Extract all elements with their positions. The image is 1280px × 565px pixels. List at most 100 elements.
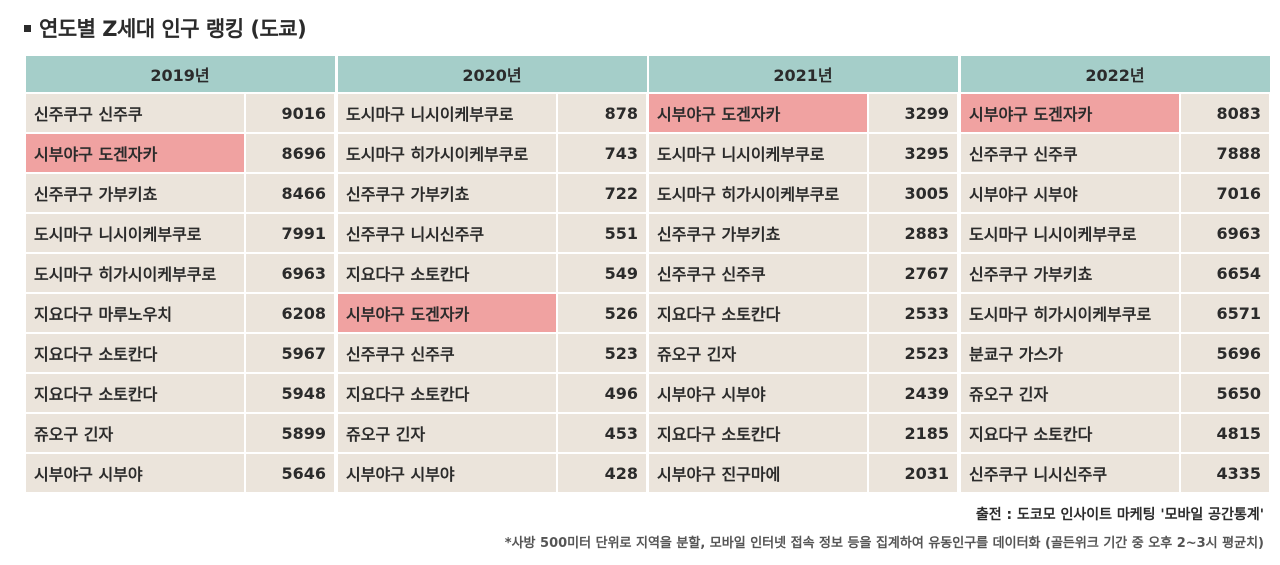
area-cell: 도시마구 니시이케부쿠로 xyxy=(24,212,246,254)
table-row: 쥬오구 긴자 5650 xyxy=(959,372,1272,414)
area-cell: 신주쿠구 가부키쵸 xyxy=(959,252,1181,294)
table-row: 시부야구 도겐자카 526 xyxy=(336,292,649,334)
table-row: 시부야구 시부야 2439 xyxy=(647,372,960,414)
table-row: 지요다구 소토칸다 5948 xyxy=(24,372,337,414)
value-cell: 2883 xyxy=(866,212,960,254)
table-row: 쥬오구 긴자 5899 xyxy=(24,412,337,454)
table-row: 지요다구 소토칸다 2533 xyxy=(647,292,960,334)
table-row: 지요다구 소토칸다 496 xyxy=(336,372,649,414)
table-row: 신주쿠구 신주쿠 2767 xyxy=(647,252,960,294)
value-cell: 496 xyxy=(555,372,649,414)
area-cell: 지요다구 소토칸다 xyxy=(336,252,558,294)
area-cell: 분쿄구 가스가 xyxy=(959,332,1181,374)
area-cell: 시부야구 시부야 xyxy=(647,372,869,414)
table-row: 지요다구 소토칸다 5967 xyxy=(24,332,337,374)
year-header: 2020년 xyxy=(336,55,648,94)
area-cell: 신주쿠구 가부키쵸 xyxy=(336,172,558,214)
area-cell: 신주쿠구 신주쿠 xyxy=(24,92,246,134)
value-cell: 6571 xyxy=(1178,292,1272,334)
area-cell-highlight: 시부야구 도겐자카 xyxy=(24,132,246,174)
table-row: 신주쿠구 신주쿠 7888 xyxy=(959,132,1272,174)
table-row: 지요다구 소토칸다 549 xyxy=(336,252,649,294)
area-cell: 지요다구 소토칸다 xyxy=(647,412,869,454)
year-table-2020: 2020년 도시마구 니시이케부쿠로 878 도시마구 히가시이케부쿠로 743 신… xyxy=(336,55,649,494)
area-cell-highlight: 시부야구 도겐자카 xyxy=(959,92,1181,134)
area-cell: 쥬오구 긴자 xyxy=(959,372,1181,414)
value-cell: 6654 xyxy=(1178,252,1272,294)
year-header: 2022년 xyxy=(959,55,1271,94)
value-cell: 743 xyxy=(555,132,649,174)
title-row: 연도별 Z세대 인구 랭킹 (도쿄) xyxy=(24,13,307,43)
value-cell: 5899 xyxy=(243,412,337,454)
table-row: 지요다구 소토칸다 2185 xyxy=(647,412,960,454)
table-row: 도시마구 니시이케부쿠로 878 xyxy=(336,92,649,134)
area-cell: 도시마구 히가시이케부쿠로 xyxy=(24,252,246,294)
area-cell: 쥬오구 긴자 xyxy=(647,332,869,374)
table-row: 신주쿠구 가부키쵸 2883 xyxy=(647,212,960,254)
area-cell: 도시마구 니시이케부쿠로 xyxy=(336,92,558,134)
area-cell: 도시마구 히가시이케부쿠로 xyxy=(336,132,558,174)
year-table-2021: 2021년 시부야구 도겐자카 3299 도시마구 니시이케부쿠로 3295 도시마… xyxy=(647,55,960,494)
value-cell: 5696 xyxy=(1178,332,1272,374)
table-row: 쥬오구 긴자 453 xyxy=(336,412,649,454)
area-cell: 시부야구 시부야 xyxy=(336,452,558,494)
value-cell: 8083 xyxy=(1178,92,1272,134)
table-row: 지요다구 소토칸다 4815 xyxy=(959,412,1272,454)
value-cell: 4335 xyxy=(1178,452,1272,494)
area-cell: 신주쿠구 니시신주쿠 xyxy=(336,212,558,254)
area-cell: 신주쿠구 신주쿠 xyxy=(336,332,558,374)
value-cell: 7991 xyxy=(243,212,337,254)
value-cell: 4815 xyxy=(1178,412,1272,454)
table-row: 시부야구 진구마에 2031 xyxy=(647,452,960,494)
year-table-2022: 2022년 시부야구 도겐자카 8083 신주쿠구 신주쿠 7888 시부야구 시부… xyxy=(959,55,1272,494)
value-cell: 878 xyxy=(555,92,649,134)
value-cell: 2439 xyxy=(866,372,960,414)
area-cell-highlight: 시부야구 도겐자카 xyxy=(647,92,869,134)
area-cell: 신주쿠구 신주쿠 xyxy=(959,132,1181,174)
year-header: 2019년 xyxy=(24,55,336,94)
area-cell: 쥬오구 긴자 xyxy=(24,412,246,454)
title-bullet-icon xyxy=(24,24,31,32)
table-row: 시부야구 도겐자카 3299 xyxy=(647,92,960,134)
year-table-2019: 2019년 신주쿠구 신주쿠 9016 시부야구 도겐자카 8696 신주쿠구 가부… xyxy=(24,55,337,494)
value-cell: 9016 xyxy=(243,92,337,134)
value-cell: 7016 xyxy=(1178,172,1272,214)
value-cell: 6208 xyxy=(243,292,337,334)
table-row: 시부야구 시부야 428 xyxy=(336,452,649,494)
area-cell: 도시마구 니시이케부쿠로 xyxy=(959,212,1181,254)
value-cell: 7888 xyxy=(1178,132,1272,174)
area-cell-highlight: 시부야구 도겐자카 xyxy=(336,292,558,334)
value-cell: 549 xyxy=(555,252,649,294)
table-row: 도시마구 히가시이케부쿠로 743 xyxy=(336,132,649,174)
table-row: 시부야구 시부야 5646 xyxy=(24,452,337,494)
footnote: *사방 500미터 단위로 지역을 분할, 모바일 인터넷 접속 정보 등을 집… xyxy=(504,536,1264,551)
value-cell: 5650 xyxy=(1178,372,1272,414)
ranking-tables: 2019년 신주쿠구 신주쿠 9016 시부야구 도겐자카 8696 신주쿠구 가부… xyxy=(24,55,1272,494)
table-row: 분쿄구 가스가 5696 xyxy=(959,332,1272,374)
value-cell: 2523 xyxy=(866,332,960,374)
table-row: 시부야구 도겐자카 8083 xyxy=(959,92,1272,134)
table-row: 지요다구 마루노우치 6208 xyxy=(24,292,337,334)
value-cell: 8466 xyxy=(243,172,337,214)
table-row: 신주쿠구 니시신주쿠 4335 xyxy=(959,452,1272,494)
value-cell: 3299 xyxy=(866,92,960,134)
value-cell: 5967 xyxy=(243,332,337,374)
table-row: 신주쿠구 가부키쵸 6654 xyxy=(959,252,1272,294)
area-cell: 도시마구 히가시이케부쿠로 xyxy=(959,292,1181,334)
area-cell: 신주쿠구 신주쿠 xyxy=(647,252,869,294)
value-cell: 2185 xyxy=(866,412,960,454)
table-row: 도시마구 니시이케부쿠로 6963 xyxy=(959,212,1272,254)
table-row: 쥬오구 긴자 2523 xyxy=(647,332,960,374)
table-row: 도시마구 히가시이케부쿠로 6571 xyxy=(959,292,1272,334)
table-row: 신주쿠구 가부키쵸 8466 xyxy=(24,172,337,214)
value-cell: 526 xyxy=(555,292,649,334)
area-cell: 지요다구 소토칸다 xyxy=(24,372,246,414)
value-cell: 5948 xyxy=(243,372,337,414)
value-cell: 722 xyxy=(555,172,649,214)
value-cell: 2533 xyxy=(866,292,960,334)
table-row: 신주쿠구 가부키쵸 722 xyxy=(336,172,649,214)
value-cell: 3005 xyxy=(866,172,960,214)
value-cell: 428 xyxy=(555,452,649,494)
area-cell: 시부야구 진구마에 xyxy=(647,452,869,494)
area-cell: 신주쿠구 가부키쵸 xyxy=(647,212,869,254)
